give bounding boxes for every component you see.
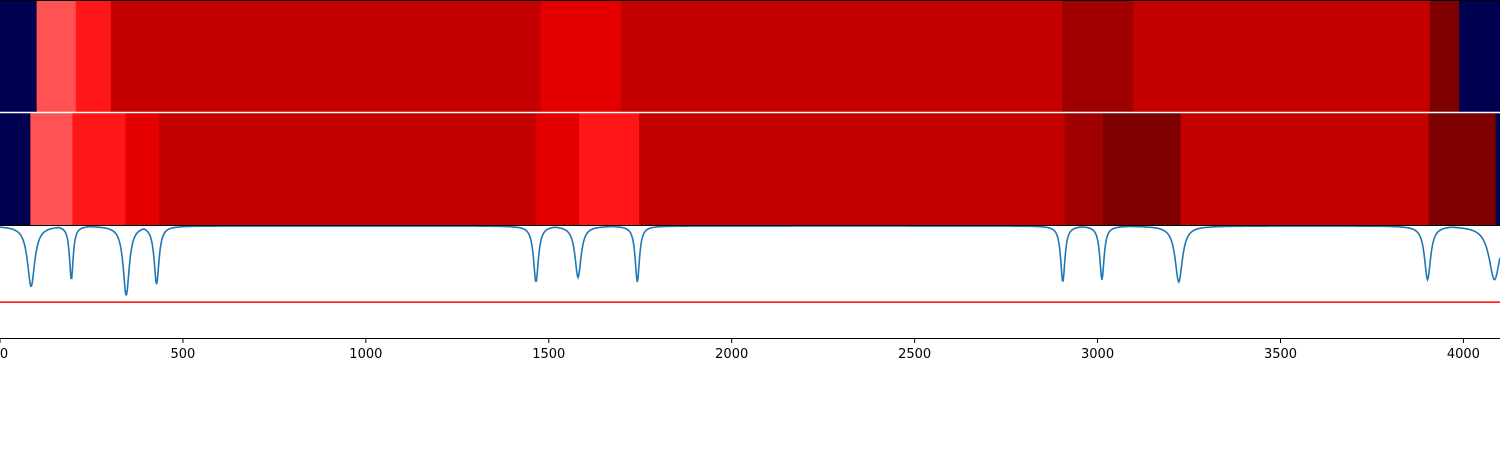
x-tick-label-500: 500 — [171, 347, 196, 362]
heat-segment-row1-12 — [1495, 113, 1500, 225]
x-tick-label-3000: 3000 — [1081, 347, 1114, 362]
x-tick-label-3500: 3500 — [1264, 347, 1297, 362]
heat-segment-row1-5 — [535, 113, 580, 225]
heat-segment-row0-0 — [0, 1, 38, 112]
heat-segment-row1-9 — [1103, 113, 1182, 225]
signal-panel — [0, 225, 1500, 303]
heat-segment-row0-1 — [36, 1, 77, 112]
heat-segment-row0-7 — [1133, 1, 1431, 112]
heat-segment-row0-9 — [1459, 1, 1500, 112]
heat-segment-row0-6 — [1062, 1, 1134, 112]
heat-segment-row1-4 — [158, 113, 537, 225]
x-tick-label-2500: 2500 — [898, 347, 931, 362]
heat-segment-row0-5 — [620, 1, 1063, 112]
heatmap-row-bottom — [0, 113, 1500, 225]
x-tick-label-0: 0 — [0, 347, 8, 362]
x-tick-label-4000: 4000 — [1447, 347, 1480, 362]
x-tick-label-2000: 2000 — [715, 347, 748, 362]
heat-segment-row1-8 — [1064, 113, 1104, 225]
heat-segment-row1-2 — [72, 113, 126, 225]
x-tick-label-1000: 1000 — [349, 347, 382, 362]
signal-line — [0, 225, 1500, 296]
heat-segment-row1-6 — [579, 113, 640, 225]
heat-segment-row1-1 — [30, 113, 73, 225]
heat-segment-row1-0 — [0, 113, 31, 225]
heat-segment-row0-2 — [75, 1, 112, 112]
heat-segment-row1-7 — [639, 113, 1066, 225]
heat-segment-row0-8 — [1429, 1, 1460, 112]
heat-segment-row0-4 — [540, 1, 622, 112]
heat-segment-row0-3 — [110, 1, 542, 112]
heat-segment-row1-10 — [1180, 113, 1430, 225]
x-axis: 0 500 1000 1500 2000 2500 3000 3500 4000 — [0, 338, 1500, 362]
heat-segment-row1-11 — [1428, 113, 1497, 225]
heatmap-row-top — [0, 1, 1500, 112]
x-tick-label-1500: 1500 — [532, 347, 565, 362]
heat-segment-row1-3 — [125, 113, 160, 225]
